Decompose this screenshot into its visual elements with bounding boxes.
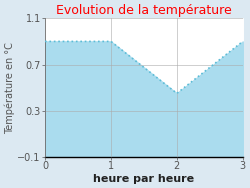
Y-axis label: Température en °C: Température en °C [4,42,15,133]
Title: Evolution de la température: Evolution de la température [56,4,232,17]
X-axis label: heure par heure: heure par heure [93,174,194,184]
